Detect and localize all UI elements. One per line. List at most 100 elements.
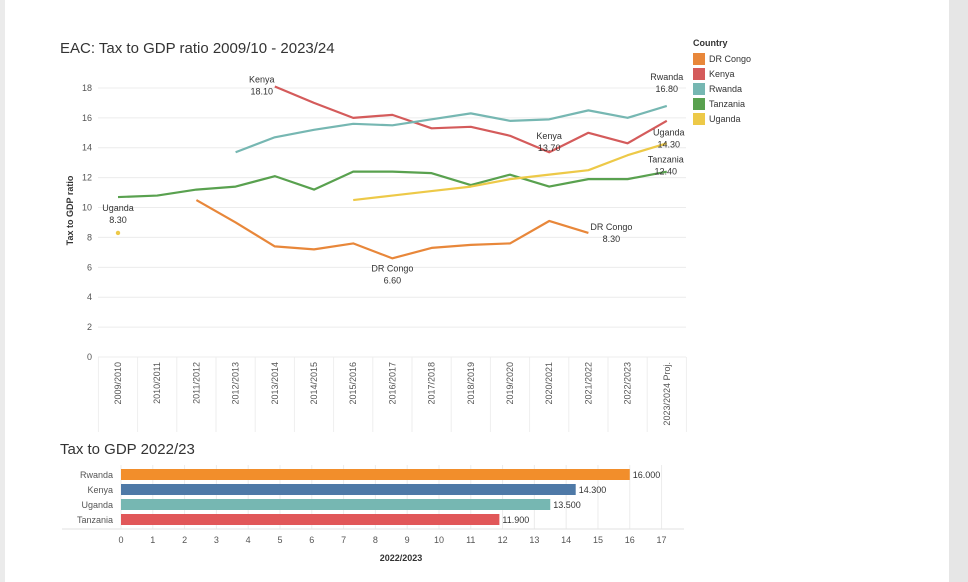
annotation-name: DR Congo <box>371 263 413 273</box>
annotation-value: 18.10 <box>251 86 274 96</box>
x-tick-label: 8 <box>373 535 378 545</box>
annotation-name: Uganda <box>102 203 134 213</box>
series-line-kenya[interactable] <box>274 85 668 154</box>
bar-uganda[interactable] <box>121 499 551 510</box>
legend-title: Country <box>693 38 728 48</box>
y-tick-label: 10 <box>82 203 92 213</box>
x-tick-label: 12 <box>498 535 508 545</box>
legend-item-tanzania[interactable]: Tanzania <box>693 96 751 111</box>
x-tick-label: 16 <box>625 535 635 545</box>
line-chart: 0 2 4 6 8 10 12 14 16 18 2009/2010 2010/2011 2011/20… <box>65 72 687 432</box>
x-tick-label: 2013/2014 <box>270 362 280 405</box>
bar-value-label: 13.500 <box>553 500 581 510</box>
y-tick-label: 2 <box>87 322 92 332</box>
x-tick-label: 13 <box>529 535 539 545</box>
y-tick-label: 4 <box>87 292 92 302</box>
scrollbar-track[interactable] <box>949 0 968 582</box>
series-line-rwanda[interactable] <box>235 104 668 154</box>
x-tick-label: 7 <box>341 535 346 545</box>
annotation-value: 8.30 <box>109 215 127 225</box>
annotation-name: Kenya <box>249 74 275 84</box>
annotation-name: Tanzania <box>648 155 684 165</box>
bar-chart-title: Tax to GDP 2022/23 <box>60 441 195 458</box>
legend-swatch-rwanda <box>693 82 705 95</box>
legend-swatch-kenya <box>693 67 705 80</box>
bar-category-label: Uganda <box>81 500 113 510</box>
annotation-value: 6.60 <box>384 275 402 285</box>
x-tick-label: 3 <box>214 535 219 545</box>
line-chart-title: EAC: Tax to GDP ratio 2009/10 - 2023/24 <box>60 40 335 57</box>
annotation-name: Kenya <box>536 131 562 141</box>
series-point-uganda[interactable] <box>115 230 121 236</box>
bar-value-label: 11.900 <box>502 515 529 525</box>
x-tick-label: 2022/2023 <box>623 362 633 405</box>
x-axis-label: 2022/2023 <box>380 553 423 563</box>
x-tick-label: 14 <box>561 535 571 545</box>
annotation-name: DR Congo <box>590 222 632 232</box>
legend-item-rwanda[interactable]: Rwanda <box>693 81 751 96</box>
legend-swatch-tanzania <box>693 97 705 110</box>
annotation-value: 14.30 <box>658 139 681 149</box>
x-tick-label: 4 <box>246 535 251 545</box>
annotation-value: 16.80 <box>656 84 679 94</box>
x-tick-label: 5 <box>277 535 282 545</box>
series-line-tanzania[interactable] <box>117 170 668 199</box>
y-tick-label: 6 <box>87 262 92 272</box>
x-tick-label: 2016/2017 <box>387 362 397 405</box>
bar-category-label: Tanzania <box>77 515 113 525</box>
annotation-value: 13.70 <box>538 143 561 153</box>
annotation-value: 8.30 <box>603 234 621 244</box>
x-tick-label: 2010/2011 <box>152 362 162 404</box>
legend-swatch-dr-congo <box>693 52 705 65</box>
bar-rwanda[interactable] <box>121 469 630 480</box>
legend-label-dr-congo: DR Congo <box>709 53 752 64</box>
x-tick-label: 2018/2019 <box>466 362 476 405</box>
x-tick-label: 11 <box>466 535 475 545</box>
series-line-dr-congo[interactable] <box>195 199 589 260</box>
annotation-name: Rwanda <box>650 72 683 82</box>
bar-kenya[interactable] <box>121 484 576 495</box>
bar-category-label: Kenya <box>87 485 113 495</box>
x-tick-label: 2015/2016 <box>348 362 358 405</box>
y-tick-label: 0 <box>87 352 92 362</box>
legend-item-dr-congo[interactable]: DR Congo <box>693 51 751 66</box>
x-tick-label: 0 <box>118 535 123 545</box>
bar-value-label: 16.000 <box>633 470 661 480</box>
annotation-name: Uganda <box>653 127 685 137</box>
legend-label-tanzania: Tanzania <box>709 98 746 109</box>
y-tick-label: 16 <box>82 113 92 123</box>
y-tick-label: 18 <box>82 83 92 93</box>
x-tick-label: 17 <box>657 535 667 545</box>
y-tick-label: 8 <box>87 232 92 242</box>
legend-item-uganda[interactable]: Uganda <box>693 111 751 126</box>
x-tick-label: 6 <box>309 535 314 545</box>
x-tick-label: 1 <box>150 535 155 545</box>
x-tick-label: 2012/2013 <box>231 362 241 405</box>
x-tick-label: 10 <box>434 535 444 545</box>
y-tick-label: 14 <box>82 143 92 153</box>
x-tick-label: 2023/2024 Proj. <box>662 362 672 426</box>
x-tick-label: 2020/2021 <box>544 362 554 405</box>
x-tick-label: 2009/2010 <box>113 362 123 405</box>
x-tick-label: 9 <box>405 535 410 545</box>
y-tick-label: 12 <box>82 173 92 183</box>
x-tick-label: 15 <box>593 535 603 545</box>
x-tick-label: 2017/2018 <box>427 362 437 405</box>
y-axis-label: Tax to GDP ratio <box>65 175 75 245</box>
x-tick-label: 2014/2015 <box>309 362 319 405</box>
legend-label-uganda: Uganda <box>709 113 741 124</box>
legend-swatch-uganda <box>693 112 705 125</box>
x-tick-label: 2 <box>182 535 187 545</box>
legend-item-kenya[interactable]: Kenya <box>693 66 751 81</box>
legend-label-rwanda: Rwanda <box>709 83 743 94</box>
legend: Country DR Congo Kenya Rwanda Tanzania Ugand… <box>693 38 751 126</box>
series-line-uganda[interactable] <box>353 142 668 202</box>
legend-label-kenya: Kenya <box>709 68 735 79</box>
bar-category-label: Rwanda <box>80 470 113 480</box>
x-tick-label: 2021/2022 <box>583 362 593 405</box>
x-tick-label: 2019/2020 <box>505 362 515 405</box>
x-tick-label: 2011/2012 <box>191 362 201 404</box>
annotation-value: 12.40 <box>655 167 678 177</box>
bar-tanzania[interactable] <box>121 514 500 525</box>
